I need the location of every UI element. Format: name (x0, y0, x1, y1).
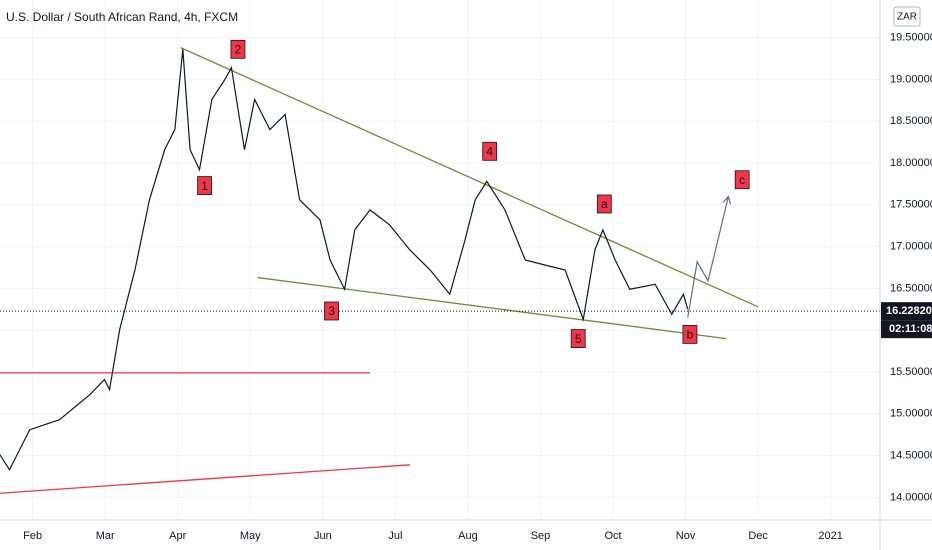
y-tick-label: 19.50000 (890, 32, 932, 44)
chart-title: U.S. Dollar / South African Rand, 4h, FX… (6, 10, 238, 24)
x-tick-label: Jul (388, 530, 402, 542)
plot: 1 2 3 4 5 a b c (0, 39, 880, 494)
x-tick-label: Mar (96, 530, 115, 542)
wave-label: 1 (201, 179, 208, 193)
trendline (0, 464, 410, 494)
currency-box[interactable] (893, 6, 921, 27)
price-line (0, 49, 689, 472)
y-tick-label: 15.00000 (890, 408, 932, 420)
y-tick-label: 17.50000 (890, 199, 932, 211)
wave-label: 2 (235, 42, 242, 56)
arrow-head (722, 195, 732, 205)
x-tick-label: May (240, 530, 261, 542)
y-tick-label: 18.50000 (890, 115, 932, 127)
y-tick-label: 19.00000 (890, 73, 932, 85)
wave-label-box (596, 194, 612, 214)
y-tick-label: 15.50000 (890, 366, 932, 378)
x-tick-label: Oct (604, 530, 621, 542)
countdown-box (881, 320, 932, 339)
axes: 14.0000014.5000015.0000015.5000016.00000… (23, 32, 932, 542)
countdown-label: 02:11:08 (889, 323, 932, 335)
wave-label: b (687, 328, 694, 342)
last-price-label: 16.22820 (886, 305, 932, 317)
x-tick-label: 2021 (818, 530, 842, 542)
trendline (180, 47, 759, 308)
x-tick-label: Nov (676, 530, 696, 542)
x-tick-label: Feb (23, 530, 42, 542)
x-tick-label: Dec (748, 530, 768, 542)
x-tick-label: Apr (169, 530, 186, 542)
y-tick-label: 18.00000 (890, 157, 932, 169)
wave-label-box (324, 301, 339, 321)
y-tick-label: 14.00000 (890, 491, 932, 503)
x-tick-label: Jun (314, 530, 332, 542)
currency-label[interactable]: ZAR (897, 12, 917, 23)
y-tick-label: 16.50000 (890, 282, 932, 294)
wave-label: 3 (328, 304, 335, 318)
wave-label-box (230, 39, 246, 59)
wave-label: 5 (575, 332, 582, 346)
wave-label-box (682, 325, 698, 344)
wave-label: 4 (486, 144, 493, 158)
wave-label: c (739, 173, 745, 187)
trendline (257, 276, 727, 340)
wave-label-box (482, 141, 498, 161)
wave-label-box (734, 170, 750, 190)
projection-arrow (687, 196, 729, 318)
wave-label-box (197, 176, 212, 195)
y-tick-label: 17.00000 (890, 241, 932, 253)
wave-label: a (601, 197, 608, 211)
grid (0, 0, 880, 520)
last-price-box (881, 302, 932, 321)
x-tick-label: Aug (458, 530, 478, 542)
wave-label-box (570, 329, 586, 348)
y-tick-label: 14.50000 (890, 450, 932, 462)
x-tick-label: Sep (531, 530, 551, 542)
